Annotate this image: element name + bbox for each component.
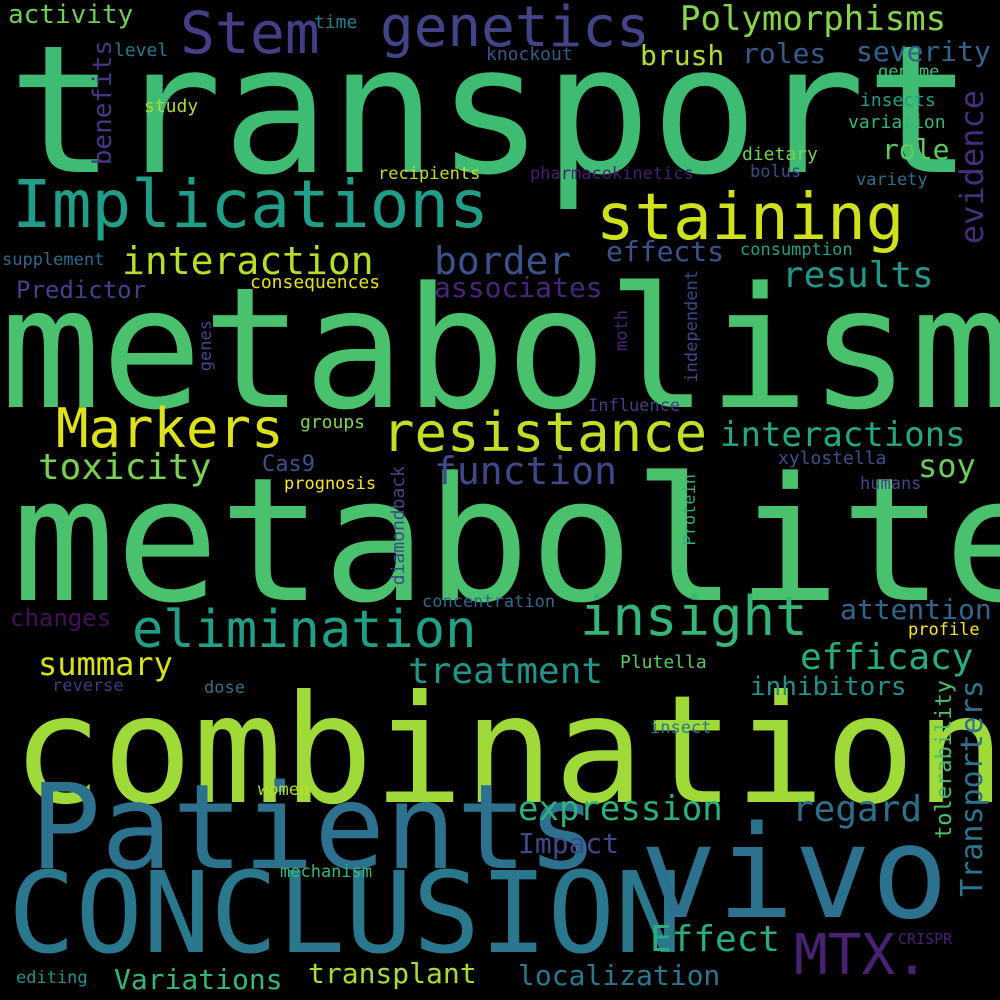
word-metabolite: metabolite bbox=[12, 440, 1000, 641]
word-interaction: interaction bbox=[122, 239, 374, 283]
word-influence: Influence bbox=[588, 396, 681, 416]
word-supplement: supplement bbox=[2, 250, 105, 270]
word-xylostella: xylostella bbox=[778, 448, 887, 469]
word-genetics: genetics bbox=[380, 0, 650, 60]
word-plutella: Plutella bbox=[620, 652, 707, 673]
word-treatment: treatment bbox=[408, 651, 604, 692]
word-border: border bbox=[434, 239, 572, 283]
word-genome: genome bbox=[878, 62, 940, 82]
word-women: women bbox=[258, 780, 310, 800]
word-cas9: Cas9 bbox=[262, 452, 315, 477]
word-mechanism: mechanism bbox=[280, 862, 373, 882]
word-predictor: Predictor bbox=[16, 276, 147, 304]
word-level: level bbox=[114, 40, 169, 61]
word-transporters: Transporters bbox=[955, 680, 990, 897]
word-recipients: recipients bbox=[378, 164, 481, 184]
word-role: role bbox=[882, 133, 950, 166]
word-groups: groups bbox=[300, 412, 366, 433]
word-editing: editing bbox=[16, 968, 88, 988]
word-combination: combination bbox=[12, 664, 1000, 838]
word-genes: genes bbox=[196, 320, 216, 372]
word-summary: summary bbox=[38, 645, 173, 683]
word-efficacy: efficacy bbox=[800, 637, 974, 678]
word-study: study bbox=[144, 96, 199, 117]
word-bolus: bolus bbox=[750, 162, 802, 182]
word-transport: transport bbox=[8, 7, 973, 214]
word-impact: Impact bbox=[518, 827, 620, 860]
word-staining: staining bbox=[596, 181, 905, 255]
word-roles: roles bbox=[742, 37, 827, 70]
word-benefits: benefits bbox=[88, 40, 118, 166]
word-polymorphisms: Polymorphisms bbox=[680, 0, 947, 39]
word-diamondback: diamondback bbox=[388, 466, 409, 586]
word-dose: dose bbox=[204, 678, 245, 698]
word-variation: variation bbox=[848, 112, 946, 133]
word-reverse: reverse bbox=[52, 676, 124, 696]
word-inhibitors: inhibitors bbox=[750, 672, 907, 702]
word-vivo: vivo bbox=[640, 799, 949, 948]
word-localization: localization bbox=[518, 959, 721, 992]
word-consequences: consequences bbox=[250, 272, 381, 293]
word-insect: insect bbox=[650, 718, 712, 738]
word-severity: severity bbox=[856, 35, 991, 68]
word-function: function bbox=[434, 449, 618, 493]
word-interactions: interactions bbox=[720, 415, 966, 455]
word-variety: variety bbox=[856, 170, 928, 190]
word-transplant: transplant bbox=[308, 957, 477, 990]
word-tolerability: tolerability bbox=[932, 680, 957, 839]
word-conclusion: CONCLUSION bbox=[8, 849, 683, 979]
word-patients: Patients bbox=[30, 758, 599, 896]
word-toxicity: toxicity bbox=[38, 447, 212, 488]
word-results: results bbox=[782, 255, 934, 296]
word-elimination: elimination bbox=[132, 600, 477, 660]
word-effect: Effect bbox=[650, 919, 781, 960]
word-implications: Implications bbox=[12, 166, 489, 243]
word-time: time bbox=[314, 12, 358, 33]
word-attention: attention bbox=[840, 593, 992, 626]
word-markers: Markers bbox=[56, 397, 284, 460]
word-variations: Variations bbox=[114, 963, 283, 996]
word-dietary: dietary bbox=[742, 144, 818, 165]
word-metabolism: metabolism bbox=[0, 251, 1000, 447]
word-independent: independent bbox=[682, 270, 702, 383]
word-changes: changes bbox=[10, 604, 112, 632]
word-effects: effects bbox=[606, 235, 725, 268]
word-moth: moth bbox=[612, 310, 632, 351]
word-mtx: MTX. bbox=[794, 923, 929, 988]
word-crispr: CRISPR bbox=[898, 930, 953, 948]
word-insight: insight bbox=[580, 585, 808, 648]
word-associates: associates bbox=[434, 271, 603, 304]
word-pharmacokinetics: pharmacokinetics bbox=[530, 164, 694, 184]
word-expression: expression bbox=[518, 789, 723, 829]
word-stem: Stem bbox=[180, 0, 320, 67]
word-brush: brush bbox=[640, 39, 725, 72]
word-evidence: evidence bbox=[953, 90, 991, 245]
word-resistance: resistance bbox=[382, 401, 708, 464]
word-profile: profile bbox=[908, 620, 980, 640]
word-protein: Protein bbox=[680, 474, 700, 546]
word-humans: humans bbox=[860, 474, 922, 494]
word-regard: regard bbox=[792, 789, 923, 830]
word-prognosis: prognosis bbox=[284, 474, 377, 494]
word-consumption: consumption bbox=[740, 240, 853, 260]
word-insects: insects bbox=[860, 90, 936, 111]
word-activity: activity bbox=[8, 0, 134, 30]
word-soy: soy bbox=[918, 447, 976, 485]
word-concentration: concentration bbox=[422, 592, 556, 612]
word-knockout: knockout bbox=[486, 44, 573, 65]
